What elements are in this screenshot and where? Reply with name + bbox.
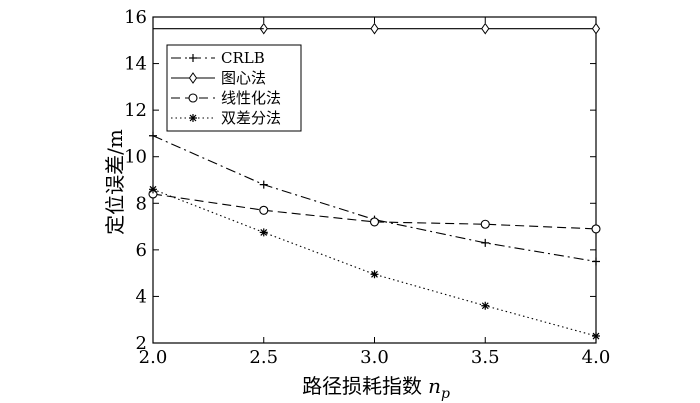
legend-label: 双差分法 bbox=[221, 109, 281, 127]
data-point-diamond bbox=[188, 72, 198, 84]
series-group bbox=[148, 22, 601, 341]
series-3 bbox=[148, 189, 601, 234]
y-axis-label: 定位误差/m bbox=[103, 129, 127, 235]
data-point-star bbox=[149, 185, 157, 194]
y-tick-label: 10 bbox=[124, 147, 147, 168]
data-point-diamond bbox=[591, 22, 601, 35]
data-point-star bbox=[481, 301, 490, 310]
legend-label: CRLB bbox=[221, 49, 265, 67]
data-point-plus bbox=[149, 131, 157, 140]
data-point-plus bbox=[259, 180, 268, 189]
series-line bbox=[152, 188, 597, 337]
legend-label: 线性化法 bbox=[221, 89, 281, 107]
y-tick-label: 14 bbox=[124, 54, 147, 75]
data-point-circle bbox=[591, 224, 601, 234]
x-tick-label: 2.0 bbox=[139, 347, 168, 368]
x-axis-label: 路径损耗指数 np bbox=[302, 374, 450, 402]
y-tick-label: 8 bbox=[136, 193, 147, 214]
x-tick-label: 2.5 bbox=[249, 347, 278, 368]
y-tick-label: 12 bbox=[124, 100, 147, 121]
data-point-star bbox=[259, 228, 268, 237]
series-2 bbox=[259, 22, 601, 35]
y-tick-label: 2 bbox=[136, 333, 147, 354]
legend-box bbox=[166, 44, 302, 132]
y-tick-label: 16 bbox=[124, 7, 147, 28]
data-point-plus bbox=[481, 238, 490, 247]
data-point-circle bbox=[369, 217, 380, 227]
data-point-circle bbox=[480, 219, 490, 229]
x-tick-label: 4.0 bbox=[582, 347, 611, 368]
data-point-plus bbox=[189, 54, 197, 62]
series-line bbox=[152, 193, 597, 230]
axis-ticks: 2.0 2.5 3.0 3.5 4.0 2 4 6 8 10 12 14 16 bbox=[124, 7, 610, 368]
x-tick-label: 3.5 bbox=[471, 347, 500, 368]
data-point-circle bbox=[188, 93, 198, 103]
series-4 bbox=[149, 185, 600, 341]
legend-label: 图心法 bbox=[221, 69, 266, 87]
data-point-plus bbox=[592, 257, 600, 266]
data-point-circle bbox=[259, 205, 269, 215]
data-point-star bbox=[189, 114, 197, 122]
y-tick-label: 4 bbox=[136, 286, 147, 307]
series-1 bbox=[149, 131, 600, 266]
data-point-star bbox=[592, 332, 600, 341]
data-point-diamond bbox=[370, 22, 379, 35]
data-point-diamond bbox=[481, 22, 490, 35]
y-tick-label: 6 bbox=[136, 240, 147, 261]
x-tick-label: 3.0 bbox=[360, 347, 389, 368]
data-point-star bbox=[370, 270, 379, 279]
series-line bbox=[152, 135, 597, 263]
